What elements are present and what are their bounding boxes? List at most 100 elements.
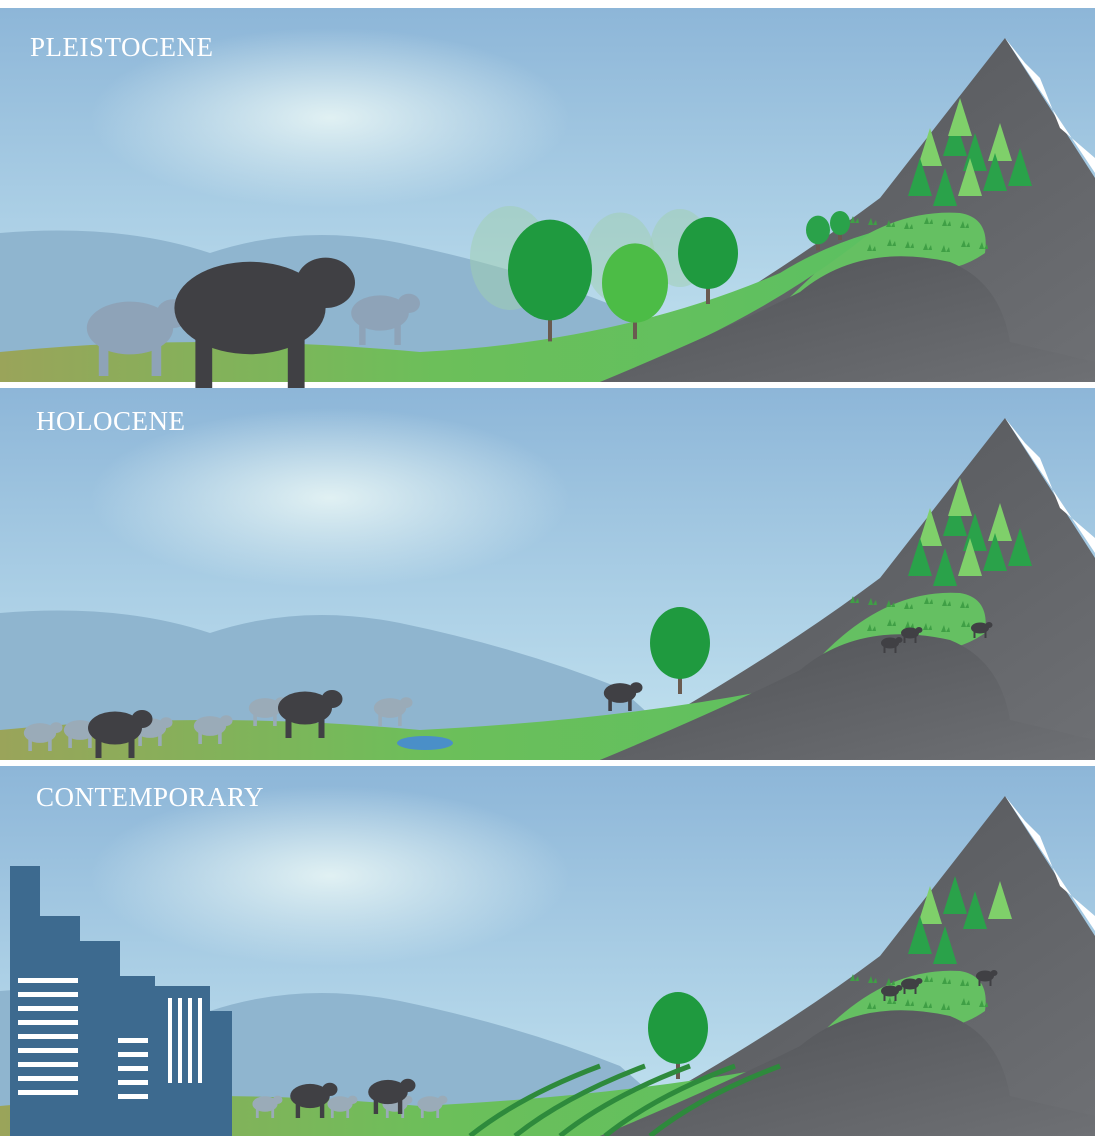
livestock-faded	[436, 1108, 440, 1118]
grass-tuft	[868, 218, 877, 225]
sheep	[128, 737, 135, 758]
sheep	[319, 1102, 325, 1118]
grass-tuft	[886, 978, 895, 985]
grass-tuft	[961, 240, 970, 247]
grass-tuft	[868, 976, 877, 983]
panel: PLEISTOCENE	[0, 8, 1095, 392]
livestock-faded	[255, 1108, 259, 1118]
livestock-faded	[271, 1108, 275, 1118]
window-band	[18, 1090, 78, 1095]
livestock-faded	[347, 1095, 358, 1104]
grass-tuft	[924, 597, 933, 604]
livestock-faded	[253, 713, 257, 726]
sheep	[131, 710, 153, 728]
crop-row	[603, 1063, 736, 1136]
sheep	[989, 979, 992, 986]
grass-tuft	[941, 625, 950, 632]
mammoth-faded	[151, 342, 162, 376]
livestock-faded	[193, 716, 227, 736]
sheep	[976, 970, 994, 982]
sheep	[881, 985, 899, 997]
window-band	[18, 992, 78, 997]
snow	[1005, 38, 1095, 173]
grass-tuft	[905, 241, 914, 248]
grass-tuft	[942, 219, 951, 226]
goat	[278, 691, 332, 725]
mammoth-faded	[351, 295, 409, 331]
grass-tuft	[923, 1001, 932, 1008]
sheep	[914, 987, 917, 994]
goat	[629, 682, 643, 693]
livestock-faded	[385, 1108, 389, 1118]
crop-row	[648, 1063, 781, 1136]
mammoth-faded	[86, 301, 174, 355]
conifer	[908, 916, 932, 954]
sheep	[914, 636, 917, 643]
crop-row	[468, 1063, 601, 1136]
grass-tuft	[904, 222, 913, 229]
panel: CONTEMPORARY	[0, 766, 1095, 1136]
mammoth-faded	[394, 322, 401, 345]
conifer	[918, 508, 942, 546]
goat	[373, 1098, 379, 1114]
conifer	[943, 118, 967, 156]
sheep	[903, 987, 906, 994]
mountain-base	[600, 256, 1095, 382]
livestock-faded	[68, 735, 72, 748]
sheep	[895, 985, 903, 991]
window	[118, 1094, 148, 1099]
livestock-faded	[398, 713, 402, 726]
grass-tuft	[941, 1003, 950, 1010]
sheep	[895, 637, 903, 643]
window	[118, 1066, 148, 1071]
mammoth	[287, 333, 305, 392]
mountain-base	[600, 1010, 1095, 1136]
conifer	[958, 158, 982, 196]
goat	[285, 717, 292, 738]
livestock-faded	[28, 738, 32, 751]
goat	[397, 1098, 403, 1114]
livestock-faded	[49, 722, 63, 733]
livestock-faded	[138, 733, 142, 746]
window-band	[18, 1048, 78, 1053]
grass-tuft	[867, 244, 876, 251]
sheep	[903, 636, 906, 643]
sheep	[901, 627, 919, 639]
conifer	[988, 123, 1012, 161]
sheep	[971, 622, 989, 634]
panel-title: CONTEMPORARY	[36, 782, 264, 812]
window-col	[188, 998, 192, 1083]
livestock-faded	[158, 733, 162, 746]
sheep	[894, 994, 897, 1001]
conifer	[933, 548, 957, 586]
window-col	[198, 998, 202, 1083]
livestock-faded	[327, 1096, 353, 1112]
goat	[400, 1078, 416, 1092]
livestock-faded	[252, 1096, 278, 1112]
grass-tuft	[961, 620, 970, 627]
livestock-faded	[378, 713, 382, 726]
grass-tuft	[867, 624, 876, 631]
tree-crown	[806, 215, 830, 245]
grass-tuft	[905, 999, 914, 1006]
grass-tuft	[924, 975, 933, 982]
grass-tuft	[850, 974, 859, 981]
sun-glow	[90, 28, 570, 208]
panel-title: PLEISTOCENE	[30, 32, 214, 62]
mammoth-faded	[98, 342, 109, 376]
grass-tuft	[942, 599, 951, 606]
goat	[368, 1079, 408, 1105]
conifer	[983, 533, 1007, 571]
tree-crown	[508, 219, 592, 321]
crop-row	[558, 1063, 691, 1136]
livestock-faded	[63, 720, 97, 740]
panel: HOLOCENE	[0, 388, 1095, 760]
grass-tuft	[924, 217, 933, 224]
window-band	[18, 1076, 78, 1081]
livestock-faded	[420, 1108, 424, 1118]
sheep	[894, 646, 897, 653]
tree-crown	[648, 992, 708, 1064]
sheep	[915, 978, 923, 984]
window-col	[168, 998, 172, 1083]
